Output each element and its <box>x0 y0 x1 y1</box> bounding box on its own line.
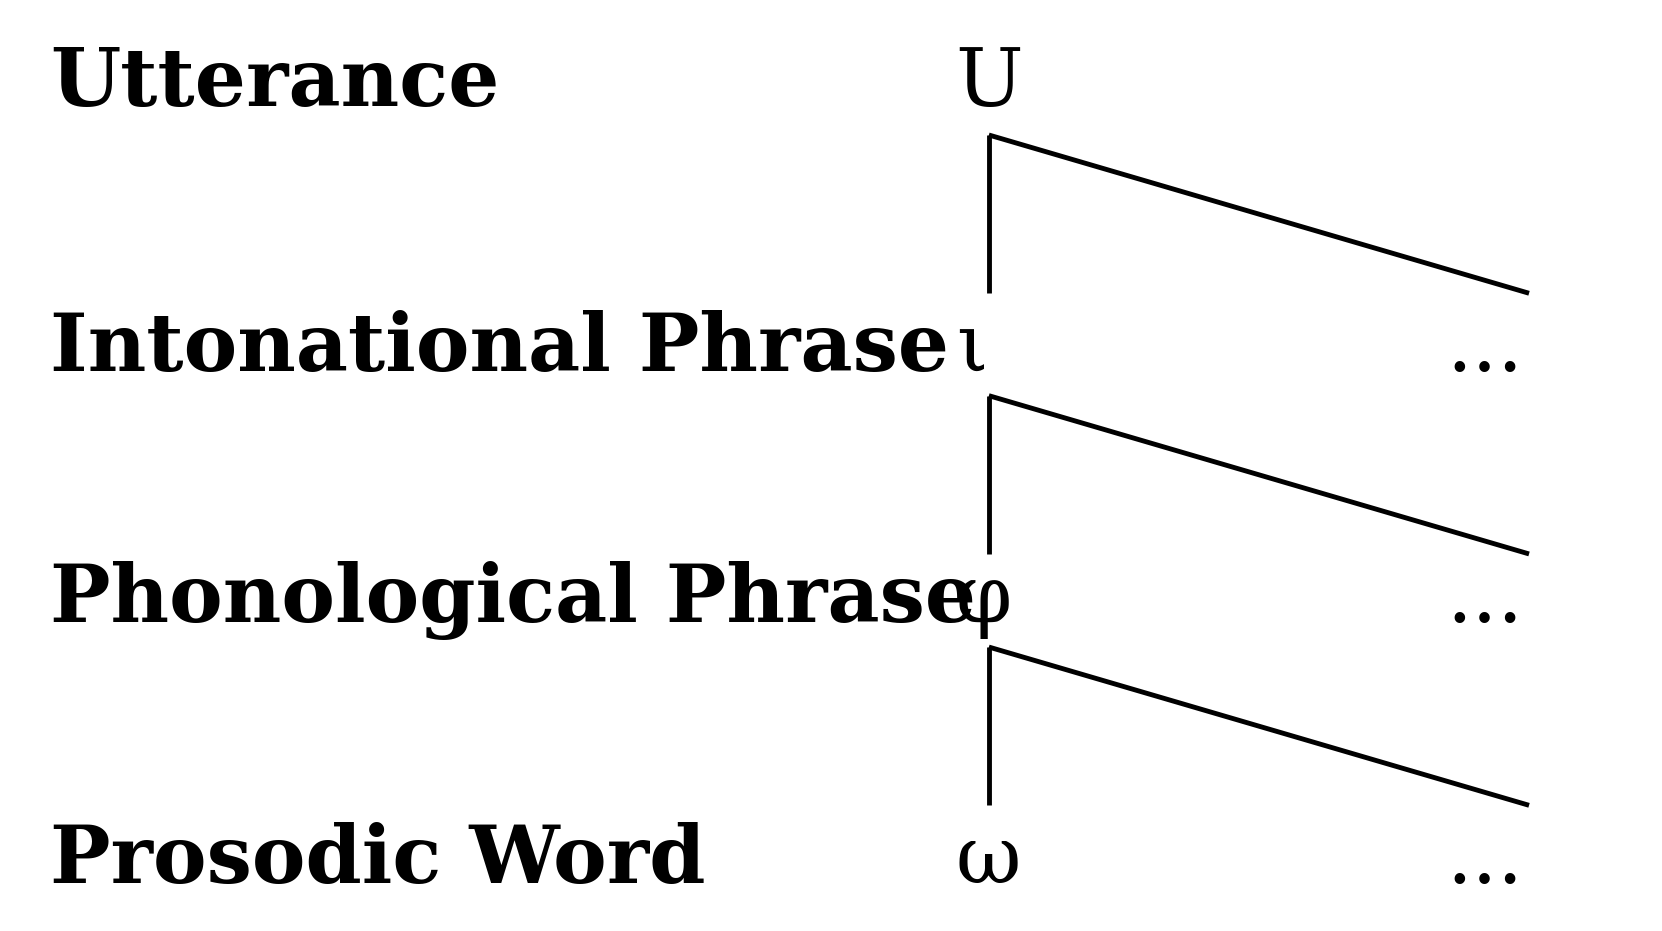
Text: ...: ... <box>1446 310 1522 388</box>
Text: φ: φ <box>956 561 1012 640</box>
Text: ι: ι <box>956 310 987 388</box>
Text: ...: ... <box>1446 822 1522 900</box>
Text: ω: ω <box>956 822 1020 900</box>
Text: Intonational Phrase: Intonational Phrase <box>50 310 949 388</box>
Text: ...: ... <box>1446 561 1522 640</box>
Text: U: U <box>956 45 1024 123</box>
Text: Phonological Phrase: Phonological Phrase <box>50 561 976 640</box>
Text: Utterance: Utterance <box>50 45 499 123</box>
Text: Prosodic Word: Prosodic Word <box>50 822 705 900</box>
